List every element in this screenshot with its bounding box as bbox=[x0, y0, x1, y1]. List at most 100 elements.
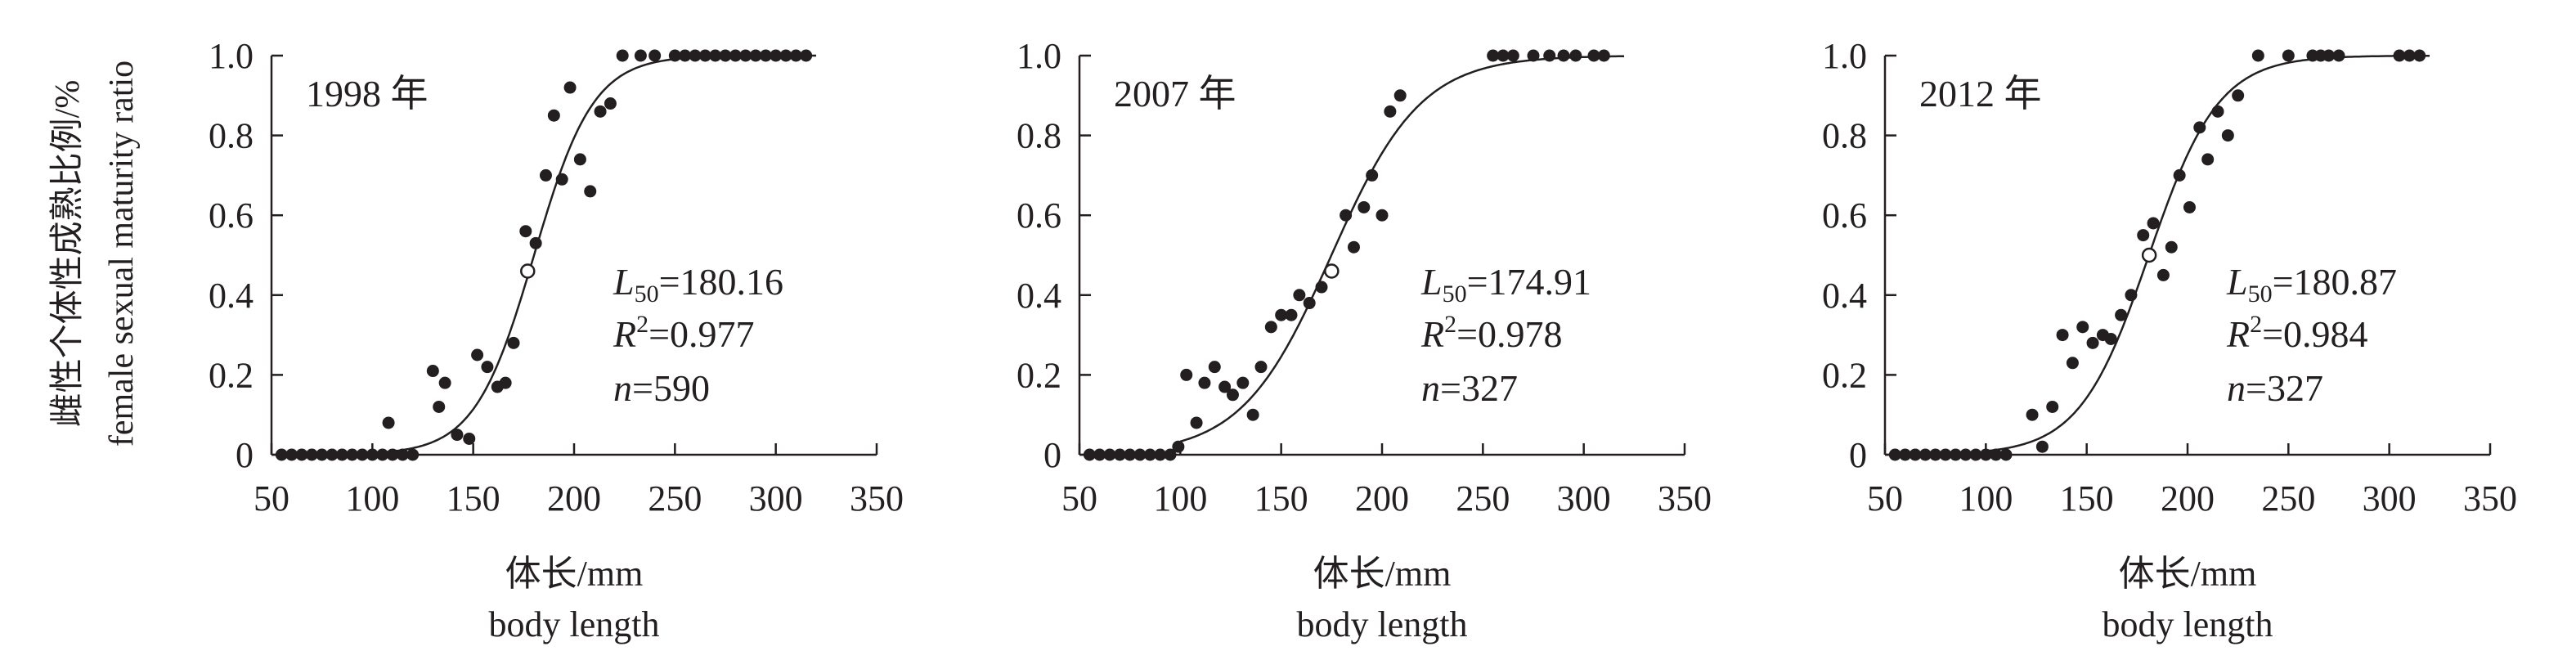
data-point bbox=[2332, 49, 2345, 62]
y-tick-label: 0.4 bbox=[1822, 276, 1867, 316]
data-point bbox=[2322, 49, 2336, 62]
data-point bbox=[2147, 217, 2160, 230]
x-tick-label: 150 bbox=[1254, 478, 1308, 519]
data-point bbox=[2193, 121, 2206, 134]
stat-l50-symbol: L bbox=[1420, 261, 1443, 303]
data-point bbox=[594, 105, 607, 118]
stat-r2-superscript: 2 bbox=[636, 311, 648, 338]
data-point bbox=[356, 448, 369, 461]
data-point bbox=[1236, 376, 1250, 389]
y-tick-label: 0.6 bbox=[1822, 195, 1867, 236]
stat-l50-value: =174.91 bbox=[1467, 261, 1591, 303]
data-point bbox=[2413, 49, 2426, 62]
data-point bbox=[2076, 321, 2089, 334]
y-axis-title-en: female sexual maturity ratio bbox=[103, 61, 141, 447]
data-point bbox=[1979, 448, 1992, 461]
data-point bbox=[1557, 49, 1570, 62]
data-point bbox=[1285, 308, 1298, 321]
x-axis-title-cn: 体长/mm bbox=[1313, 554, 1452, 594]
data-point bbox=[1597, 49, 1610, 62]
l50-marker bbox=[520, 263, 536, 279]
data-point bbox=[1543, 49, 1556, 62]
fitted-logistic-curve bbox=[1986, 54, 2430, 452]
stat-l50-symbol: L bbox=[613, 261, 635, 303]
data-point bbox=[1083, 448, 1096, 461]
data-point bbox=[539, 168, 552, 182]
data-point bbox=[1103, 448, 1116, 461]
data-point bbox=[1347, 240, 1360, 254]
panel-year-label: 2007 年 bbox=[1114, 73, 1236, 114]
stat-r2-symbol: R bbox=[2226, 313, 2250, 355]
data-point bbox=[584, 185, 597, 198]
x-tick-label: 300 bbox=[1557, 478, 1611, 519]
data-point bbox=[335, 448, 348, 461]
x-axis-title-en: body length bbox=[1297, 604, 1468, 644]
x-tick-label: 250 bbox=[1456, 478, 1510, 519]
data-point bbox=[1190, 416, 1203, 429]
data-point bbox=[2125, 289, 2138, 302]
panel-year-label: 1998 年 bbox=[306, 73, 429, 114]
stat-l50-symbol: L bbox=[2226, 261, 2248, 303]
y-tick-label: 0.8 bbox=[1822, 116, 1867, 156]
stat-r2-superscript: 2 bbox=[1444, 311, 1456, 338]
data-point bbox=[396, 448, 409, 461]
x-axis-title-en: body length bbox=[489, 604, 660, 644]
fitted-logistic-curve bbox=[372, 54, 816, 455]
data-point bbox=[719, 49, 732, 62]
data-point bbox=[1315, 281, 1328, 294]
data-point bbox=[1569, 49, 1582, 62]
data-point bbox=[275, 448, 288, 461]
data-point bbox=[2232, 89, 2245, 102]
data-point bbox=[1154, 448, 1167, 461]
data-point bbox=[1143, 448, 1156, 461]
stat-n: n=327 bbox=[2227, 367, 2323, 409]
data-point bbox=[604, 97, 617, 110]
data-point bbox=[648, 49, 662, 62]
stat-r2-value: =0.978 bbox=[1456, 313, 1562, 355]
data-point bbox=[1527, 49, 1540, 62]
data-point bbox=[789, 49, 802, 62]
data-point bbox=[305, 448, 318, 461]
data-point bbox=[1888, 448, 1901, 461]
data-point bbox=[1293, 289, 1306, 302]
panel-2: 00.20.40.60.81.050 100 150 200 250 300 350体长/m… bbox=[1016, 36, 1712, 644]
data-point bbox=[634, 49, 647, 62]
data-point bbox=[1113, 448, 1126, 461]
x-tick-label: 350 bbox=[850, 478, 904, 519]
data-point bbox=[1218, 380, 1232, 393]
stat-l50-value: =180.16 bbox=[659, 261, 783, 303]
y-tick-label: 0 bbox=[1043, 435, 1061, 475]
x-tick-label: 150 bbox=[2060, 478, 2114, 519]
stat-l50-subscript: 50 bbox=[635, 281, 659, 308]
data-point bbox=[616, 49, 629, 62]
data-point bbox=[1198, 376, 1211, 389]
data-point bbox=[2183, 200, 2196, 213]
data-point bbox=[770, 49, 783, 62]
data-point bbox=[325, 448, 339, 461]
data-point bbox=[382, 416, 395, 429]
data-point bbox=[2201, 153, 2215, 166]
data-point bbox=[2086, 336, 2099, 349]
stat-r2: R2=0.984 bbox=[2226, 311, 2368, 355]
data-point bbox=[2137, 229, 2150, 242]
y-tick-label: 0.2 bbox=[209, 355, 254, 395]
data-point bbox=[2026, 408, 2039, 421]
data-point bbox=[1358, 200, 1371, 213]
data-point bbox=[2403, 49, 2416, 62]
x-tick-label: 200 bbox=[1355, 478, 1409, 519]
data-point bbox=[1208, 361, 1221, 374]
data-point bbox=[1133, 448, 1147, 461]
data-point bbox=[1909, 448, 1922, 461]
data-point bbox=[481, 361, 494, 374]
data-point bbox=[1246, 408, 1259, 421]
x-tick-label: 350 bbox=[1658, 478, 1712, 519]
data-point bbox=[779, 49, 792, 62]
data-point bbox=[1949, 448, 1962, 461]
panel-3: 00.20.40.60.81.050 100 150 200 250 300 350体长/m… bbox=[1822, 36, 2517, 644]
x-tick-label: 200 bbox=[2161, 478, 2215, 519]
stat-n-symbol: n bbox=[2227, 367, 2246, 409]
y-tick-label: 0.4 bbox=[209, 276, 254, 316]
y-axis-title-group: 雌性个体性成熟比例/% female sexual maturity ratio bbox=[49, 61, 141, 447]
x-tick-label: 50 bbox=[1867, 478, 1903, 519]
stat-r2-symbol: R bbox=[1420, 313, 1444, 355]
